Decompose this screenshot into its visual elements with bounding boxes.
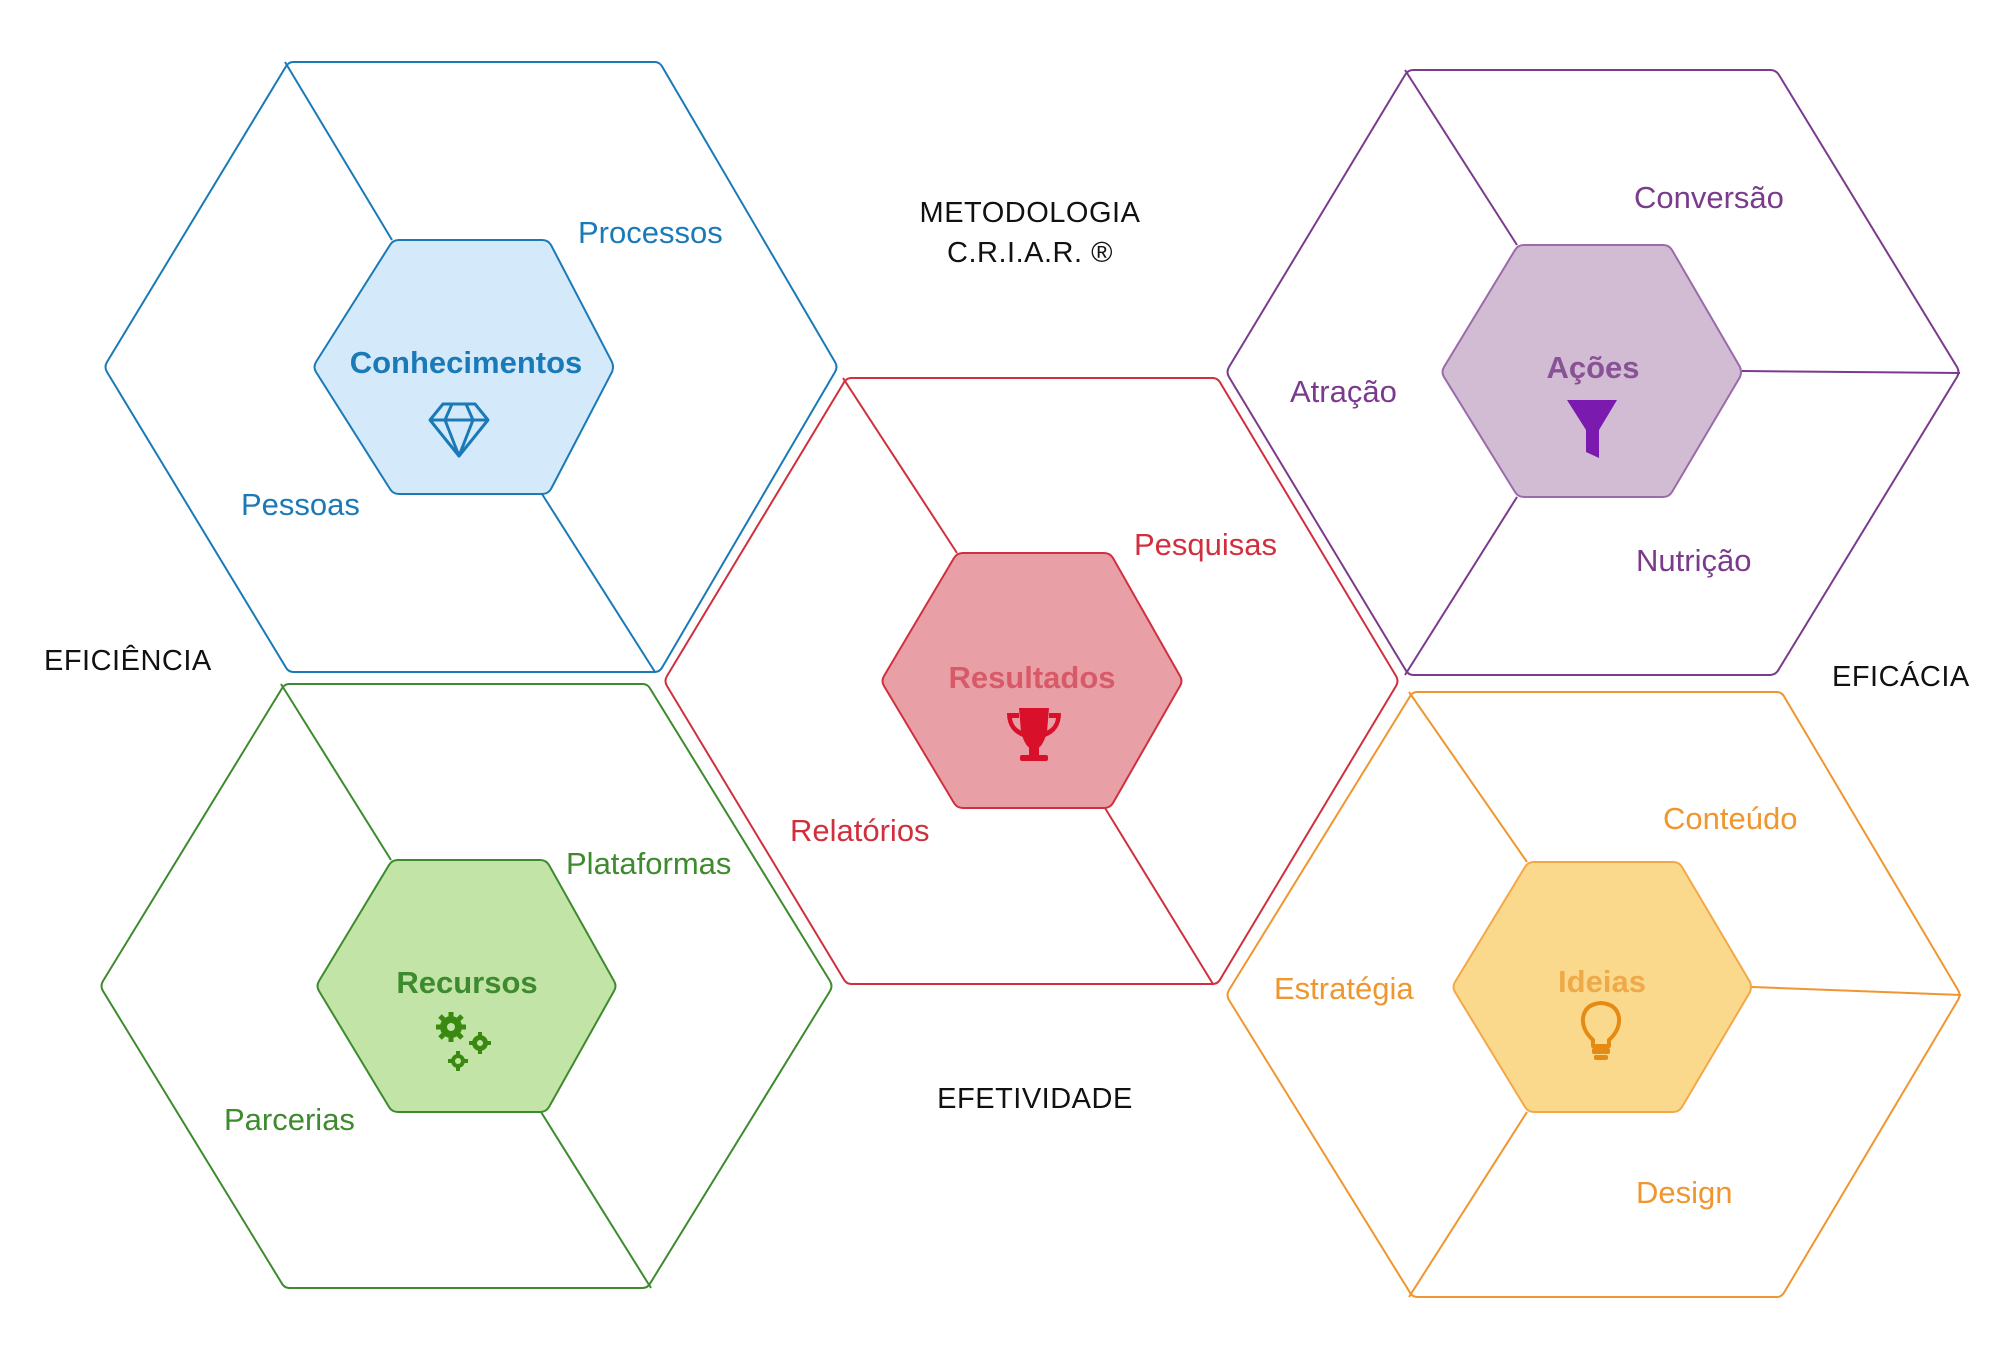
hex-outline-recursos (100, 683, 833, 1289)
spoke-line (280, 683, 392, 861)
label-atracao: Atração (1290, 374, 1397, 409)
spoke-line (541, 493, 656, 673)
funnel-icon (1567, 400, 1617, 458)
spoke-line (284, 61, 393, 241)
hex-group-acoes: Ações Conversão Atração Nutrição (1226, 69, 1961, 676)
gears-icon (436, 1012, 491, 1071)
label-relatorios: Relatórios (790, 813, 930, 848)
side-label-eficiencia: EFICIÊNCIA (44, 644, 212, 677)
hex-title-conhecimentos: Conhecimentos (350, 345, 583, 380)
spoke-line (1408, 691, 1528, 863)
spoke-line (842, 377, 958, 554)
hex-title-ideias: Ideias (1558, 964, 1646, 999)
hex-title-acoes: Ações (1546, 350, 1639, 385)
hex-group-ideias: Ideias Conteúdo Estratégia Design (1226, 691, 1962, 1298)
hex-core-resultados (881, 552, 1183, 809)
hex-title-resultados: Resultados (948, 660, 1115, 695)
spoke-line (1741, 370, 1961, 374)
label-pessoas: Pessoas (241, 487, 360, 522)
hex-group-conhecimentos: Conhecimentos Processos Pessoas (104, 61, 838, 673)
hex-group-recursos: Recursos Plataformas Parce (100, 683, 833, 1289)
label-plataformas: Plataformas (566, 846, 731, 881)
label-conversao: Conversão (1634, 180, 1784, 215)
header-title-line1: METODOLOGIA (920, 197, 1141, 229)
lightbulb-icon (1580, 1001, 1622, 1060)
label-estrategia: Estratégia (1274, 971, 1414, 1006)
hex-core-ideias (1452, 861, 1752, 1113)
label-processos: Processos (578, 215, 723, 250)
hex-group-resultados: Resultados Pesquisas Relatórios (664, 377, 1399, 985)
hex-outline-acoes (1226, 69, 1960, 676)
hex-core-conhecimentos (313, 239, 614, 495)
hex-core-recursos (316, 859, 617, 1113)
label-pesquisas: Pesquisas (1134, 527, 1277, 562)
label-conteudo: Conteúdo (1663, 801, 1797, 836)
spoke-line (1104, 807, 1214, 985)
hex-title-recursos: Recursos (396, 965, 537, 1000)
spoke-line (1404, 69, 1518, 246)
label-nutricao: Nutrição (1636, 543, 1751, 578)
side-label-eficacia: EFICÁCIA (1832, 660, 1970, 693)
label-parcerias: Parcerias (224, 1102, 355, 1137)
label-design: Design (1636, 1175, 1733, 1210)
spoke-line (1751, 986, 1962, 996)
trophy-icon (1007, 708, 1061, 761)
header-title-line2: C.R.I.A.R. ® (947, 237, 1113, 269)
spoke-line (540, 1111, 652, 1289)
spoke-line (1404, 496, 1518, 676)
diamond-icon (428, 402, 490, 458)
hex-core-acoes (1441, 244, 1742, 498)
side-label-efetividade: EFETIVIDADE (937, 1083, 1133, 1115)
hex-outline-ideias (1226, 691, 1961, 1298)
spoke-line (1408, 1111, 1528, 1298)
